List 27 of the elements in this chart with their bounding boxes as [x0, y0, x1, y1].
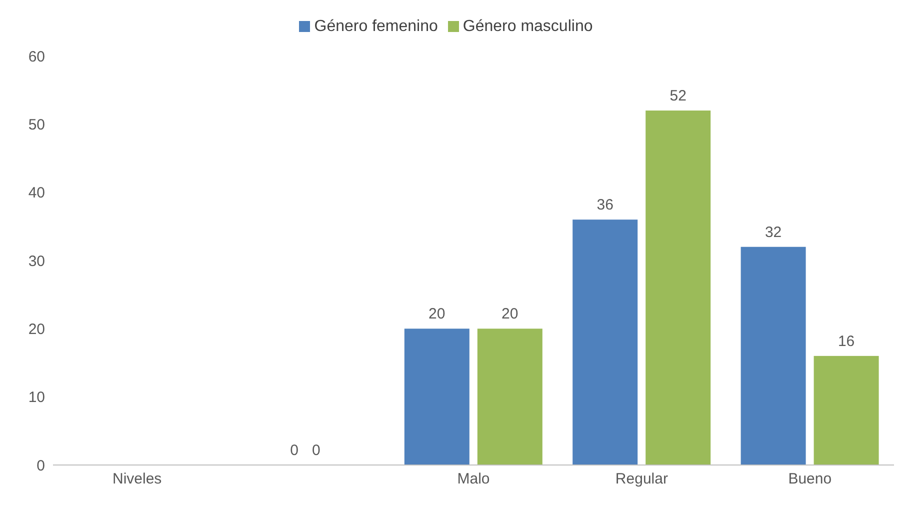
- data-label: 36: [596, 196, 614, 214]
- legend-label: Género femenino: [314, 18, 438, 35]
- bar: [404, 328, 470, 465]
- data-label: 32: [764, 224, 782, 241]
- data-label: 16: [838, 332, 855, 350]
- bar: [477, 328, 542, 465]
- bar: [572, 220, 638, 465]
- x-tick-label: Regular: [615, 470, 668, 488]
- x-tick-label: Niveles: [112, 470, 162, 488]
- data-label: 0: [290, 442, 298, 459]
- legend-label: Género masculino: [462, 18, 593, 35]
- data-label: 20: [502, 306, 518, 323]
- bar: [740, 246, 806, 465]
- y-tick-label: 50: [28, 116, 45, 134]
- y-tick-label: 40: [28, 184, 45, 202]
- data-label: 20: [428, 306, 446, 323]
- y-tick-label: 0: [36, 457, 45, 474]
- x-tick-label: Malo: [457, 470, 490, 488]
- y-tick-label: 60: [28, 48, 45, 66]
- data-label: 52: [670, 88, 686, 105]
- bar: [814, 356, 879, 465]
- bar: [646, 110, 711, 465]
- y-tick-label: 20: [28, 320, 45, 338]
- y-tick-label: 10: [28, 389, 45, 406]
- x-tick-label: Bueno: [788, 470, 832, 488]
- y-tick-label: 30: [28, 252, 45, 270]
- data-label: 0: [312, 442, 320, 459]
